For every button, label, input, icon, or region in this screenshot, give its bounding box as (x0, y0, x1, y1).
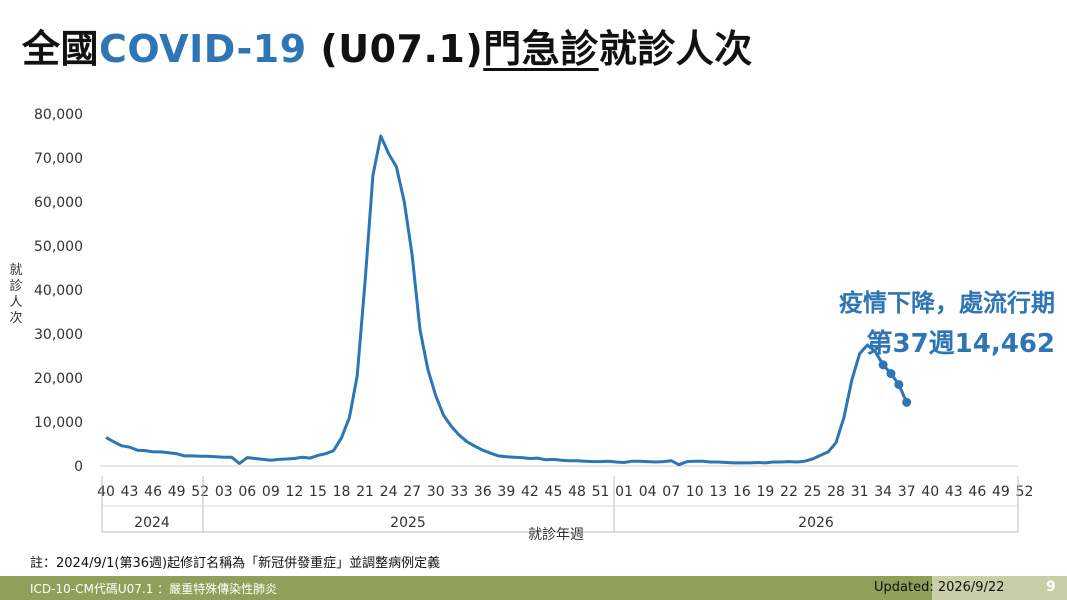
callout-status: 疫情下降，處流行期 (839, 289, 1055, 317)
x-tick-label: 33 (450, 484, 468, 500)
x-tick-label: 07 (662, 484, 680, 500)
x-tick-label: 30 (427, 484, 445, 500)
x-tick-label: 49 (168, 484, 186, 500)
x-tick-label: 37 (898, 484, 916, 500)
x-tick-label: 09 (262, 484, 280, 500)
x-tick-label: 19 (756, 484, 774, 500)
title-part1: 全國 (22, 27, 100, 71)
x-tick-label: 18 (333, 484, 351, 500)
x-tick-label: 06 (238, 484, 256, 500)
page-number: 9 (1046, 579, 1056, 595)
x-tick-label: 45 (545, 484, 563, 500)
title-covid: COVID-19 (99, 27, 307, 71)
x-tick-label: 22 (780, 484, 798, 500)
y-tick-label: 50,000 (34, 239, 83, 255)
x-tick-label: 31 (851, 484, 869, 500)
x-tick-label: 40 (97, 484, 115, 500)
x-tick-label: 51 (592, 484, 610, 500)
y-axis-title-char: 人 (9, 295, 22, 310)
x-tick-label: 48 (568, 484, 586, 500)
x-tick-label: 16 (733, 484, 751, 500)
line-chart: 0 10,000 20,000 30,000 40,000 50,000 60,000 70,… (9, 107, 1034, 543)
x-tick-label: 03 (215, 484, 233, 500)
data-point-marker (878, 360, 888, 370)
y-tick-label: 70,000 (34, 151, 83, 167)
x-tick-label: 34 (874, 484, 892, 500)
x-tick-label: 13 (709, 484, 727, 500)
x-tick-label: 15 (309, 484, 327, 500)
title-part5: 就診人次 (598, 27, 753, 71)
y-axis-title-char: 就 (9, 263, 22, 278)
x-tick-label: 04 (639, 484, 657, 500)
x-tick-label: 27 (403, 484, 421, 500)
x-tick-label: 39 (497, 484, 515, 500)
footer-bar: ICD-10-CM代碼U07.1 ：嚴重特殊傳染性肺炎 Updated: 202… (0, 576, 1067, 600)
title-visit-type: 門急診 (483, 27, 599, 71)
y-tick-label: 60,000 (34, 195, 83, 211)
x-tick-label: 52 (191, 484, 209, 500)
y-tick-label: 30,000 (34, 327, 83, 343)
footer-icd-code: ICD-10-CM代碼U07.1 ：嚴重特殊傳染性肺炎 (30, 582, 278, 596)
x-tick-label: 36 (474, 484, 492, 500)
title-code: (U07.1) (306, 27, 484, 71)
x-tick-label: 52 (1016, 484, 1034, 500)
page-title: 全國COVID-19 (U07.1)門急診就診人次 (22, 18, 753, 73)
x-tick-label: 24 (380, 484, 398, 500)
x-tick-label: 25 (804, 484, 822, 500)
x-tick-label: 46 (968, 484, 986, 500)
x-tick-label: 43 (945, 484, 963, 500)
year-label: 2024 (134, 515, 170, 531)
x-tick-label: 42 (521, 484, 539, 500)
y-tick-label: 40,000 (34, 283, 83, 299)
data-point-marker (886, 369, 896, 379)
x-tick-label: 10 (686, 484, 704, 500)
y-tick-label: 0 (74, 459, 83, 475)
y-tick-label: 80,000 (34, 107, 83, 123)
x-tick-label: 28 (827, 484, 845, 500)
y-axis-title-char: 次 (9, 310, 22, 326)
data-point-marker (902, 397, 912, 407)
y-tick-label: 20,000 (34, 371, 83, 387)
year-label: 2025 (390, 515, 426, 531)
x-tick-label: 12 (285, 484, 303, 500)
x-tick-label: 49 (992, 484, 1010, 500)
x-tick-label: 01 (615, 484, 633, 500)
footer-box (932, 576, 1067, 600)
x-axis-title: 就診年週 (528, 527, 584, 543)
y-tick-label: 10,000 (34, 415, 83, 431)
series-line (105, 134, 909, 467)
y-axis-title-char: 診 (9, 278, 22, 294)
year-label: 2026 (798, 515, 834, 531)
footnote: 註：2024/9/1(第36週)起修訂名稱為「新冠併發重症」並調整病例定義 (30, 556, 441, 571)
x-tick-label: 40 (921, 484, 939, 500)
callout-value: 第37週14,462 (866, 329, 1055, 359)
data-point-marker (894, 380, 904, 390)
x-tick-label: 21 (356, 484, 374, 500)
x-tick-label: 46 (144, 484, 162, 500)
x-tick-label: 43 (121, 484, 139, 500)
updated-date: Updated: 2026/9/22 (874, 580, 1005, 595)
